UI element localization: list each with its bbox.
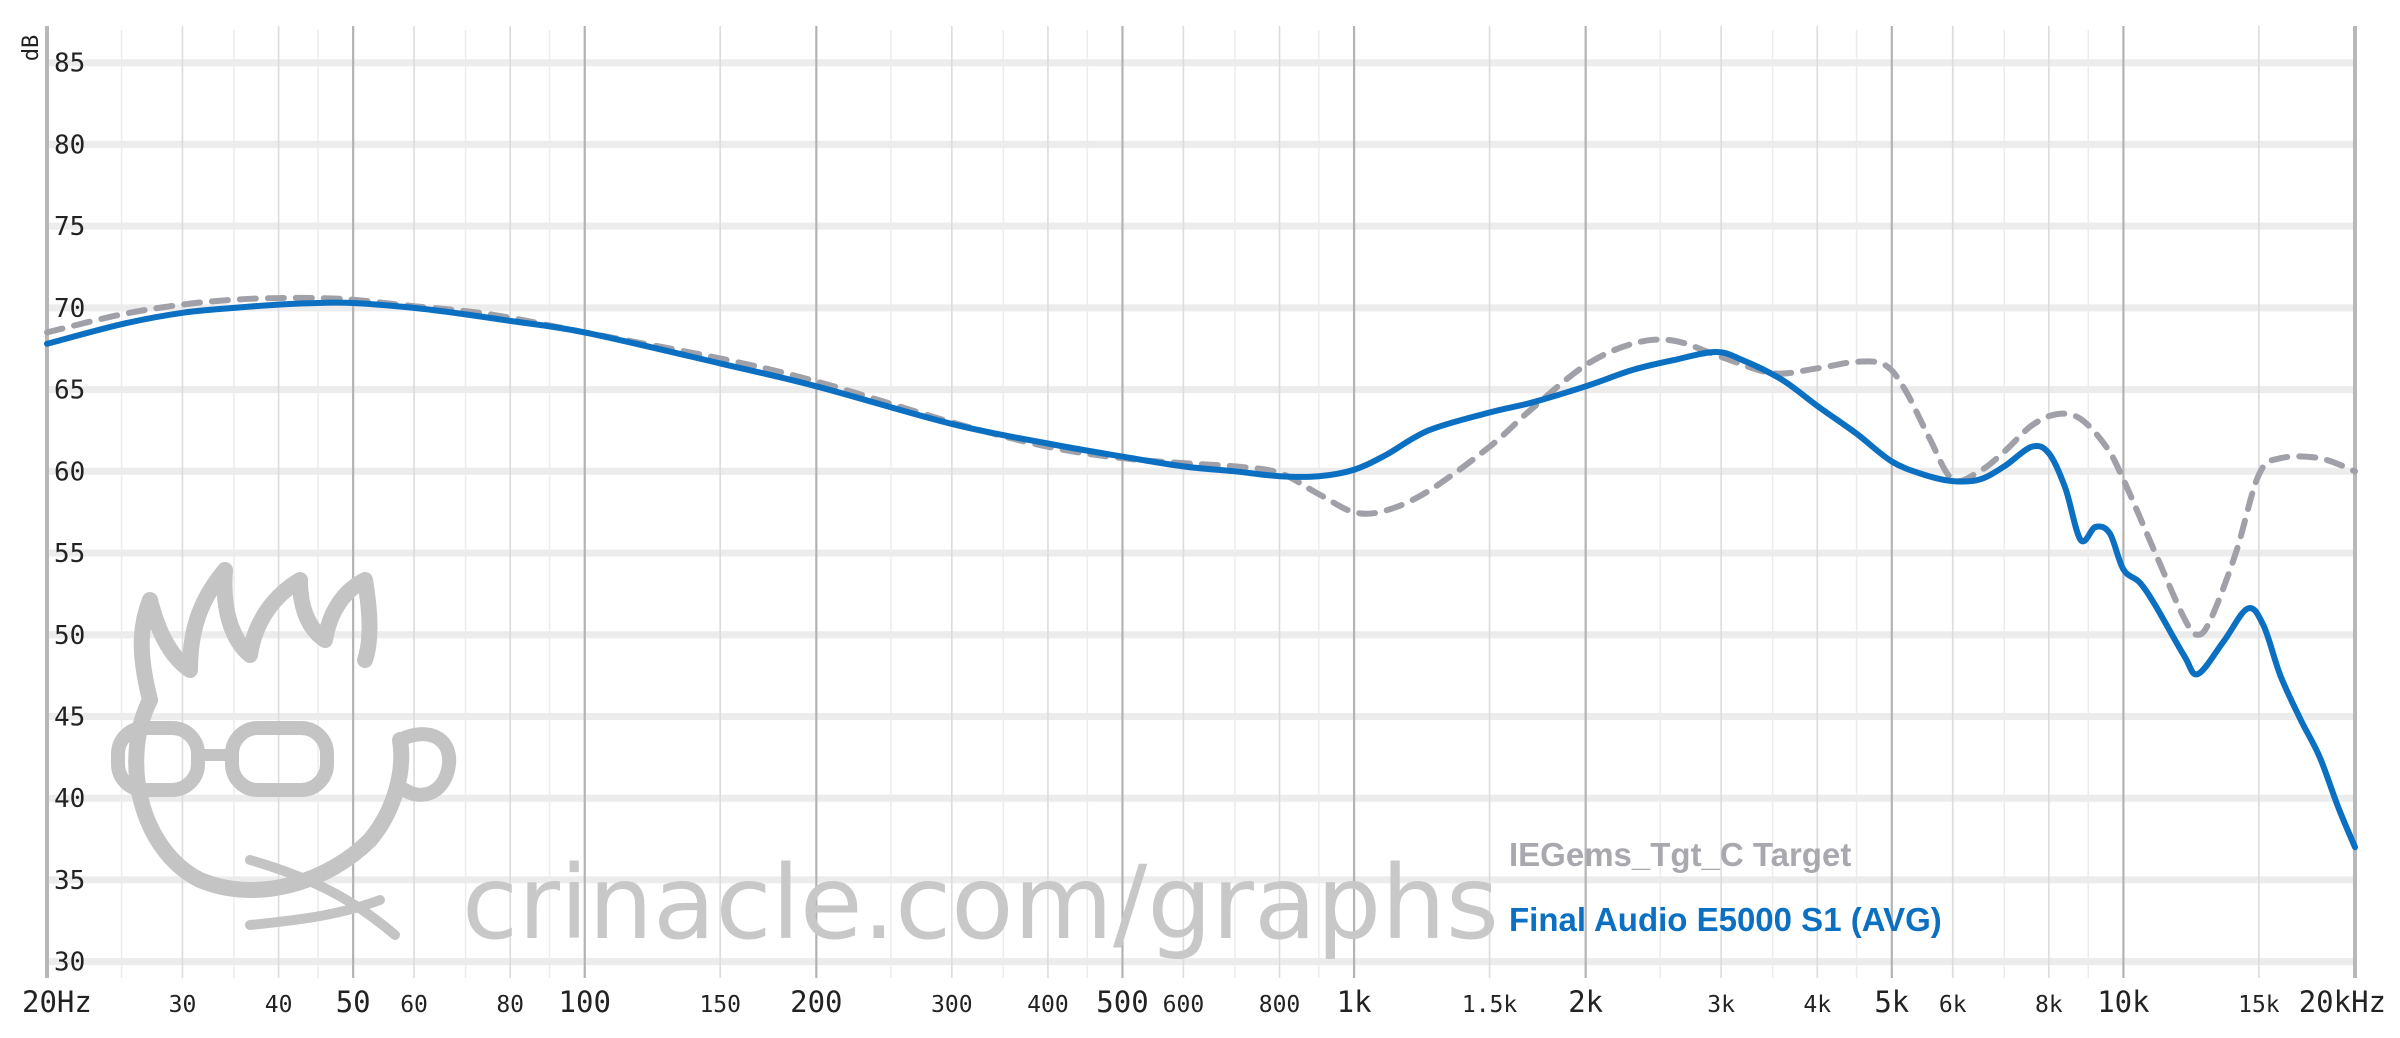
x-tick-label-20Hz: 20Hz <box>22 985 92 1019</box>
grid-layer <box>45 26 2357 978</box>
x-tick-label-4k: 4k <box>1803 992 1831 1018</box>
y-tick-label-70: 70 <box>54 294 85 324</box>
x-tick-label-6k: 6k <box>1939 992 1967 1018</box>
y-tick-label-55: 55 <box>54 539 85 569</box>
x-tick-label-60: 60 <box>400 992 428 1018</box>
x-tick-label-30: 30 <box>169 992 197 1018</box>
x-tick-label-40: 40 <box>265 992 293 1018</box>
x-tick-label-1k: 1k <box>1337 985 1372 1019</box>
x-tick-label-2k: 2k <box>1568 985 1603 1019</box>
x-tick-label-8k: 8k <box>2035 992 2063 1018</box>
axis-layer: 30 35 40 45 50 55 60 65 70 75 80 85 20Hz 30 40 50 60 80 10… <box>19 35 2386 1019</box>
x-tick-label-100: 100 <box>559 985 611 1019</box>
x-tick-label-1.5k: 1.5k <box>1462 992 1518 1018</box>
x-tick-label-500: 500 <box>1096 985 1148 1019</box>
x-tick-label-150: 150 <box>699 992 741 1018</box>
y-tick-label-35: 35 <box>54 866 85 896</box>
target-curve <box>44 294 2358 638</box>
y-tick-label-85: 85 <box>54 49 85 79</box>
y-tick-label-50: 50 <box>54 621 85 651</box>
x-tick-label-5k: 5k <box>1874 985 1909 1019</box>
x-tick-label-50: 50 <box>336 985 371 1019</box>
legend-target-label: IEGems_Tgt_C Target <box>1509 836 1851 873</box>
x-tick-label-20kHz: 20kHz <box>2299 985 2386 1019</box>
x-tick-label-80: 80 <box>496 992 524 1018</box>
series-layer <box>44 294 2358 851</box>
y-axis-unit-label: dB <box>19 35 44 62</box>
y-tick-label-40: 40 <box>54 784 85 814</box>
x-tick-label-800: 800 <box>1259 992 1301 1018</box>
y-tick-label-45: 45 <box>54 702 85 732</box>
x-tick-label-300: 300 <box>931 992 973 1018</box>
y-tick-label-30: 30 <box>54 948 85 978</box>
legend-iem-label: Final Audio E5000 S1 (AVG) <box>1509 901 1942 938</box>
x-tick-label-10k: 10k <box>2097 985 2150 1019</box>
x-tick-label-3k: 3k <box>1707 992 1735 1018</box>
y-tick-label-65: 65 <box>54 376 85 406</box>
x-tick-label-200: 200 <box>790 985 842 1019</box>
y-tick-label-80: 80 <box>54 130 85 160</box>
watermark-text: crinacle.com/graphs <box>462 844 1499 963</box>
y-tick-label-75: 75 <box>54 212 85 242</box>
iem-response-curve <box>44 299 2358 851</box>
x-tick-label-15k: 15k <box>2238 992 2280 1018</box>
x-tick-label-400: 400 <box>1027 992 1069 1018</box>
x-tick-label-600: 600 <box>1163 992 1205 1018</box>
y-tick-label-60: 60 <box>54 457 85 487</box>
crinacle-logo-icon <box>111 562 457 940</box>
legend: IEGems_Tgt_C Target Final Audio E5000 S1… <box>1509 836 1942 938</box>
